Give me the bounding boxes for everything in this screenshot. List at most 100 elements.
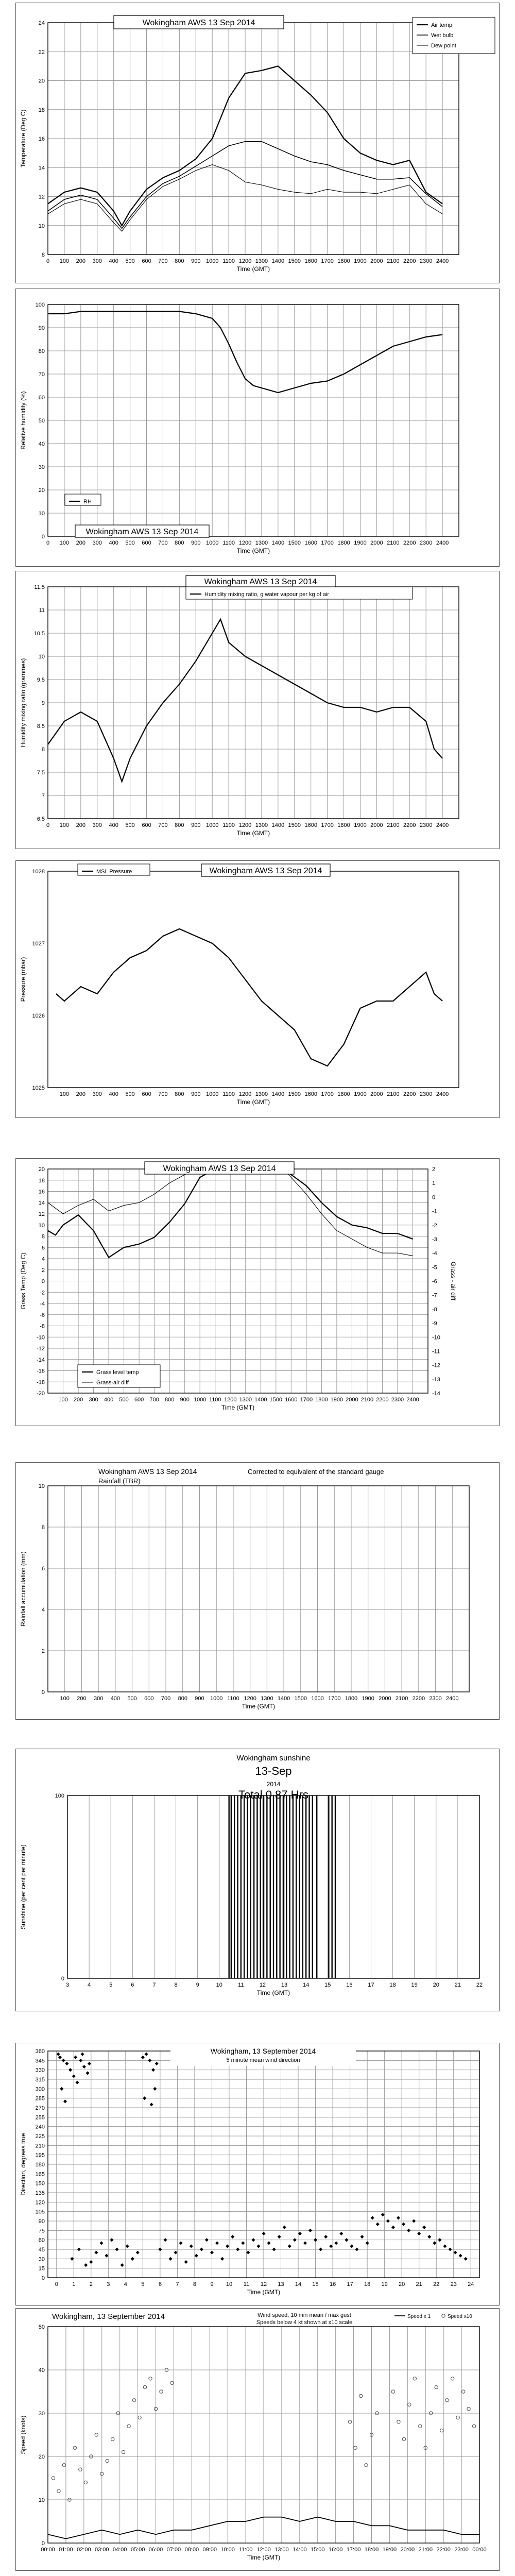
x-tick-label: 19 — [382, 2281, 388, 2287]
x-tick-label: 100 — [60, 258, 69, 264]
chart-note: Speeds below 4 kt shown at x10 scale — [256, 2319, 353, 2326]
x-tick-label: 1900 — [354, 1091, 366, 1097]
x-tick-label: 700 — [161, 1696, 170, 1702]
plot-frame — [47, 871, 459, 1088]
y-tick-label: 50 — [39, 418, 45, 424]
chart-title: Wokingham, 13 September 2014 — [52, 2312, 165, 2321]
sunshine-bar — [237, 1795, 238, 1978]
sunshine-chart: 0 100 3 4 5 6 7 8 9 10 11 12 13 14 15 16 17 18 19 20 21 22 Tim… — [20, 1754, 483, 1996]
sunshine-bar — [334, 1795, 336, 1978]
y2-tick-label: -1 — [432, 1209, 437, 1215]
y-tick-label: 10 — [39, 2497, 45, 2503]
data-point — [413, 2377, 417, 2381]
sunshine-bar — [308, 1795, 310, 1978]
x-tick-label: 04:00 — [113, 2547, 127, 2553]
data-point — [339, 2231, 344, 2235]
data-point — [353, 2446, 357, 2450]
x-tick-label: 06:00 — [149, 2547, 163, 2553]
x-tick-label: 1600 — [304, 258, 317, 264]
x-tick-label: 4 — [88, 1982, 91, 1988]
x-tick-label: 1300 — [261, 1696, 273, 1702]
x-tick-label: 400 — [109, 258, 118, 264]
x-tick-label: 2100 — [387, 1091, 399, 1097]
x-tick-label: 1400 — [278, 1696, 290, 1702]
plot-frame — [47, 2326, 480, 2544]
data-point — [427, 2235, 432, 2239]
series-line — [47, 65, 443, 227]
legend-box — [412, 17, 495, 54]
series-line — [47, 141, 443, 229]
x-tick-label: 10 — [226, 2281, 232, 2287]
data-point — [82, 2065, 86, 2069]
pressure-chart-panel: 1025 1026 1027 1028 100 200 300 400 500 600 700 800… — [15, 860, 500, 1118]
x-tick-label: 4 — [124, 2281, 127, 2287]
data-point — [277, 2235, 281, 2239]
sunshine-bar — [276, 1795, 278, 1978]
x-tick-label: 1400 — [272, 540, 284, 546]
data-point — [350, 2244, 354, 2248]
y2-tick-label: -8 — [432, 1307, 437, 1313]
sunshine-bar — [266, 1795, 268, 1978]
x-tick-label: 1500 — [270, 1397, 282, 1403]
x-tick-label: 1600 — [285, 1397, 297, 1403]
y-tick-label: 6 — [42, 1245, 45, 1251]
x-tick-label: 1500 — [288, 258, 301, 264]
y-tick-label: 7.5 — [37, 770, 45, 776]
x-axis-label: Time (GMT) — [237, 265, 270, 273]
y2-axis-label: Grass - air diff — [450, 1262, 457, 1301]
data-point — [58, 2055, 62, 2059]
y-axis-label: Pressure (mbar) — [20, 957, 27, 1002]
data-point — [68, 2068, 73, 2072]
x-tick-label: 1600 — [304, 540, 317, 546]
x-tick-label: 1600 — [304, 1091, 317, 1097]
y-tick-label: 0 — [42, 2275, 45, 2281]
x-tick-label: 200 — [77, 1696, 86, 1702]
x-tick-label: 1800 — [337, 822, 350, 828]
x-tick-label: 800 — [175, 540, 184, 546]
x-tick-label: 1300 — [239, 1397, 252, 1403]
sunshine-bar — [260, 1795, 261, 1978]
x-tick-label: 1700 — [328, 1696, 340, 1702]
data-point — [151, 2068, 156, 2072]
chart-title-box — [201, 863, 331, 877]
y-tick-label: 45 — [39, 2247, 45, 2253]
x-tick-label: 17 — [368, 1982, 374, 1988]
x-tick-label: 1300 — [255, 258, 268, 264]
x-tick-label: 1300 — [255, 1091, 268, 1097]
data-point — [434, 2385, 438, 2389]
legend-label: Speed x 1 — [407, 2314, 431, 2319]
data-point — [308, 2228, 313, 2232]
y-axis-label: Speed (knots) — [20, 2416, 27, 2454]
x-tick-label: 2100 — [387, 822, 399, 828]
data-point — [79, 2058, 83, 2062]
x-tick-label: 1100 — [227, 1696, 239, 1702]
data-point — [407, 2228, 411, 2232]
x-tick-label: 12 — [261, 2281, 267, 2287]
x-tick-label: 01:00 — [59, 2547, 73, 2553]
x-tick-label: 20:00 — [401, 2547, 415, 2553]
data-point — [365, 2241, 369, 2245]
x-tick-label: 1100 — [222, 540, 235, 546]
data-point — [74, 2055, 78, 2059]
data-point — [461, 2389, 466, 2394]
y-tick-label: 1026 — [32, 1013, 45, 1019]
x-tick-label: 15 — [324, 1982, 331, 1988]
x-tick-label: 400 — [109, 1091, 118, 1097]
wind-speed-chart-panel: 0 10 20 30 40 50 00:00 01:00 02:00 03:00 04:00 05:0… — [15, 2308, 500, 2571]
x-tick-label: 700 — [149, 1397, 159, 1403]
x-axis-label: Time (GMT) — [247, 2289, 280, 2296]
x-tick-label: 200 — [76, 822, 85, 828]
x-tick-label: 21 — [416, 2281, 422, 2287]
data-point — [73, 2446, 77, 2450]
data-point — [439, 2428, 444, 2433]
data-point — [89, 2260, 93, 2264]
x-tick-label: 800 — [175, 822, 184, 828]
x-tick-label: 12:00 — [256, 2547, 271, 2553]
sunshine-bar — [286, 1795, 287, 1978]
x-tick-label: 9 — [210, 2281, 213, 2287]
x-tick-label: 10:00 — [220, 2547, 235, 2553]
chart-subtitle: Rainfall (TBR) — [98, 1477, 141, 1485]
x-tick-label: 14:00 — [293, 2547, 307, 2553]
sunshine-bar — [253, 1795, 255, 1978]
data-point — [443, 2244, 447, 2248]
